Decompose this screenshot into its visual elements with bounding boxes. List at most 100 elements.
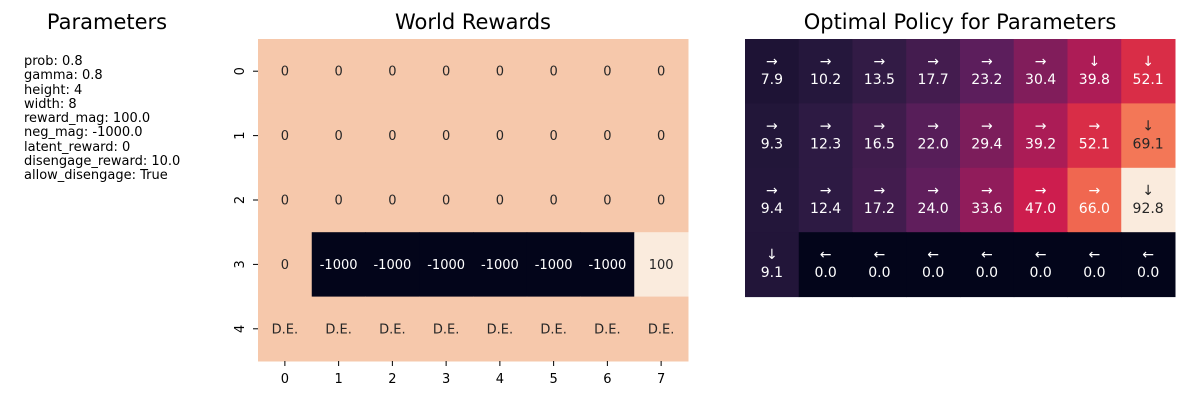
reward-cell [473, 39, 528, 104]
policy-value: 29.4 [971, 136, 1002, 152]
policy-cell [798, 103, 853, 169]
policy-cell [852, 167, 907, 233]
reward-cell [311, 103, 366, 169]
reward-cell-label: 0 [388, 129, 396, 144]
parameters-title: Parameters [46, 10, 168, 34]
policy-arrow: ← [820, 247, 832, 263]
reward-cell [634, 39, 689, 104]
reward-cell [311, 296, 366, 362]
policy-cell [798, 167, 853, 233]
reward-cell-label: 0 [657, 65, 665, 80]
reward-cell [365, 232, 420, 298]
parameters-list: prob: 0.8 gamma: 0.8 height: 4 width: 8 rewa… [24, 54, 181, 184]
policy-arrow: ← [927, 247, 939, 263]
policy-arrow: ← [1142, 247, 1154, 263]
reward-cell-label: -1000 [373, 258, 411, 273]
reward-cell-label: 0 [657, 129, 665, 144]
policy-value: 0.0 [1083, 265, 1105, 281]
policy-arrow: → [820, 54, 832, 70]
policy-value: 0.0 [1137, 265, 1159, 281]
policy-value: 39.8 [1079, 72, 1110, 88]
policy-cell [1013, 167, 1068, 233]
policy-cell [798, 39, 853, 104]
policy-value: 12.3 [810, 136, 841, 152]
policy-arrow: → [820, 183, 832, 199]
reward-cell-label: D.E. [379, 322, 406, 337]
policy-arrow: → [927, 183, 939, 199]
policy-cell [906, 103, 961, 169]
reward-cell-label: 0 [442, 194, 450, 209]
policy-arrow: → [981, 183, 993, 199]
reward-cell-label: 0 [603, 194, 611, 209]
reward-cell [473, 296, 528, 362]
reward-cell-label: 0 [549, 129, 557, 144]
reward-cell [580, 232, 635, 298]
policy-arrow: → [1089, 118, 1101, 134]
reward-cell [634, 103, 689, 169]
reward-cell [311, 167, 366, 233]
policy-value: 0.0 [976, 265, 998, 281]
reward-cell-label: -1000 [535, 258, 573, 273]
policy-arrow: ↓ [766, 247, 778, 263]
reward-cell [258, 296, 313, 362]
policy-arrow: → [766, 118, 778, 134]
reward-cell [365, 167, 420, 233]
policy-arrow: ↓ [1142, 54, 1154, 70]
parameter-item: disengage_reward: 10.0 [24, 154, 181, 170]
reward-cell-label: D.E. [594, 322, 621, 337]
policy-cell [1067, 39, 1122, 104]
policy-value: 33.6 [971, 201, 1002, 217]
policy-value: 10.2 [810, 72, 841, 88]
policy-value: 92.8 [1133, 201, 1164, 217]
policy-arrow: ↓ [1142, 183, 1154, 199]
reward-cell [365, 39, 420, 104]
parameter-item: gamma: 0.8 [24, 68, 103, 84]
policy-value: 47.0 [1025, 201, 1056, 217]
reward-cell [258, 167, 313, 233]
policy-cell [1013, 39, 1068, 104]
reward-cell [258, 232, 313, 298]
reward-cell-label: 0 [334, 129, 342, 144]
y-tick-label: 1 [233, 131, 248, 139]
reward-cell [473, 167, 528, 233]
policy-arrow: → [766, 183, 778, 199]
policy-arrow: → [981, 54, 993, 70]
reward-cell [634, 232, 689, 298]
reward-cell [473, 232, 528, 298]
reward-cell-label: 100 [649, 258, 674, 273]
policy-value: 16.5 [864, 136, 895, 152]
policy-value: 0.0 [922, 265, 944, 281]
reward-cell-label: 0 [496, 129, 504, 144]
policy-cell [1121, 39, 1176, 104]
reward-cell-label: 0 [496, 65, 504, 80]
policy-cell [1013, 232, 1068, 298]
reward-cell [580, 39, 635, 104]
policy-arrow: → [766, 54, 778, 70]
policy-value: 12.4 [810, 201, 841, 217]
policy-cell [906, 39, 961, 104]
policy-value: 0.0 [868, 265, 890, 281]
policy-value: 22.0 [918, 136, 949, 152]
reward-cell [419, 232, 474, 298]
reward-cell-label: 0 [281, 258, 289, 273]
policy-cell [852, 232, 907, 298]
reward-cell-label: -1000 [588, 258, 626, 273]
reward-cell [526, 39, 581, 104]
reward-cell [580, 296, 635, 362]
policy-cell [852, 103, 907, 169]
policy-arrow: ← [981, 247, 993, 263]
policy-value: 9.4 [761, 201, 783, 217]
reward-cell-label: 0 [442, 65, 450, 80]
x-tick-label: 4 [496, 372, 504, 387]
parameter-item: allow_disengage: True [24, 168, 168, 184]
reward-cell [634, 296, 689, 362]
policy-arrow: → [1035, 118, 1047, 134]
y-tick-label: 4 [233, 325, 248, 333]
reward-cell-label: 0 [442, 129, 450, 144]
reward-cell-label: 0 [496, 194, 504, 209]
policy-cell [852, 39, 907, 104]
policy-value: 17.2 [864, 201, 895, 217]
policy-arrow: ← [874, 247, 886, 263]
reward-cell-label: 0 [549, 194, 557, 209]
